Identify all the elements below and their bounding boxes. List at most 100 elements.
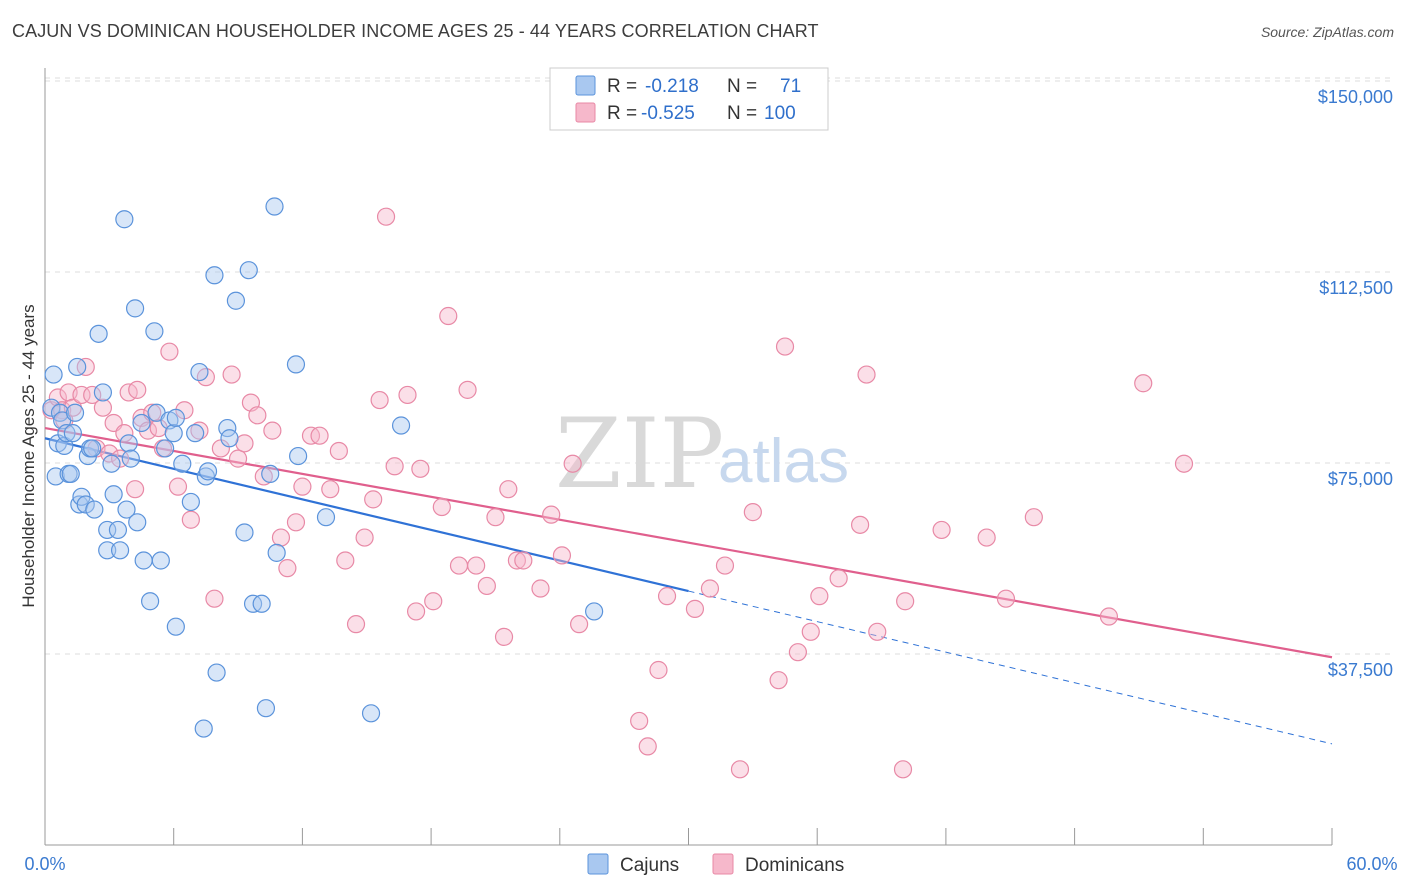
dominican-point (336, 551, 355, 570)
x-tick-label-max: 60.0% (1346, 854, 1397, 874)
cajun-point (110, 541, 130, 560)
dominican-point (355, 528, 374, 547)
cajun-point (98, 541, 117, 560)
dominican-point (424, 592, 443, 611)
cajun-point (267, 543, 286, 562)
dominican-point (996, 589, 1016, 608)
dominican-point (248, 406, 267, 425)
watermark-zip: ZIP (555, 398, 724, 510)
dominican-point (868, 622, 887, 641)
data-points (42, 197, 1194, 779)
y-tick-labels: $37,500 $75,000 $112,500 $150,000 (1318, 87, 1393, 680)
dominican-point (321, 480, 340, 499)
dominican-point (810, 587, 829, 606)
dominican-point (1174, 454, 1194, 473)
cajun-point (83, 439, 102, 458)
cajun-point (134, 551, 153, 570)
dominican-point (72, 385, 91, 405)
legend-r-value-1: -0.218 (645, 76, 699, 97)
watermark-atlas: atlas (718, 427, 849, 496)
dominican-point (563, 454, 582, 473)
cajun-point (65, 403, 85, 422)
dominican-point (449, 556, 469, 575)
x-ticks (173, 828, 1333, 845)
dominican-point (730, 760, 750, 779)
dominican-point (542, 505, 561, 524)
cajun-point (173, 454, 192, 473)
chart-source: Source: ZipAtlas.com (1260, 24, 1394, 40)
series-legend-label-cajuns: Cajuns (620, 855, 679, 876)
cajun-point (115, 210, 134, 229)
cajun-point (207, 663, 226, 682)
dominican-point (293, 477, 312, 496)
cajun-point (128, 513, 147, 532)
dominican-point (1134, 374, 1153, 393)
dominican-point (977, 528, 996, 547)
cajun-point (117, 500, 136, 519)
legend-n-value-1: 71 (780, 76, 801, 97)
dominican-point (138, 421, 158, 440)
dominican-point (406, 602, 426, 621)
dominican-point (531, 579, 550, 598)
dominican-point (439, 306, 458, 326)
cajun-point (89, 324, 108, 343)
dominican-point (896, 592, 915, 611)
cajun-point (164, 424, 183, 443)
dominican-point (205, 589, 224, 608)
legend-r-value-2: -0.525 (641, 103, 695, 124)
dominican-point (263, 421, 282, 440)
cajun-point (68, 357, 87, 377)
y-tick-label: $112,500 (1319, 278, 1393, 298)
cajun-point (391, 416, 411, 435)
dominican-point (235, 434, 254, 453)
cajun-point (186, 424, 205, 443)
cajun-point (239, 261, 258, 280)
cajun-point (286, 355, 306, 374)
dominican-point (278, 559, 297, 578)
dominican-point (685, 599, 705, 618)
legend-swatch-cajuns (575, 75, 596, 96)
legend-r-label-1: R = (607, 76, 637, 97)
dominican-point (385, 457, 404, 476)
cajun-trend-line (44, 437, 689, 593)
legend-r-label-2: R = (607, 103, 637, 124)
y-tick-label: $37,500 (1328, 660, 1393, 680)
dominican-point (125, 480, 145, 499)
y-tick-label: $150,000 (1318, 87, 1393, 107)
cajun-point (104, 485, 123, 504)
cajun-point (166, 617, 185, 636)
cajun-point (585, 602, 604, 621)
dominican-point (715, 556, 735, 575)
cajun-point (181, 492, 200, 512)
cajun-point (132, 413, 151, 433)
dominican-point (115, 424, 134, 443)
dominican-point (432, 497, 451, 517)
dominican-point (168, 477, 188, 496)
dominican-point (329, 441, 348, 461)
dominican-point (370, 390, 389, 410)
legend-swatch-dominicans (575, 102, 596, 123)
dominican-point (857, 365, 876, 384)
cajun-point (220, 429, 239, 448)
y-tick-label: $75,000 (1328, 469, 1393, 489)
dominican-point (499, 480, 518, 499)
dominican-point (788, 643, 807, 662)
cajun-point (76, 495, 95, 514)
cajun-point (108, 520, 128, 540)
cajun-point (190, 362, 209, 382)
dominican-point (570, 615, 589, 634)
dominican-point (743, 503, 762, 522)
y-axis-label: Householder Income Ages 25 - 44 years (19, 304, 38, 607)
dominican-point (286, 513, 306, 532)
cajun-point (44, 365, 63, 384)
dominican-point (638, 737, 657, 756)
dominican-point (346, 615, 366, 634)
cajun-point (256, 699, 276, 718)
cajun-point (235, 523, 254, 542)
legend-n-label-1: N = (727, 76, 757, 97)
chart-title: CAJUN VS DOMINICAN HOUSEHOLDER INCOME AG… (12, 21, 819, 41)
cajun-point (205, 266, 224, 285)
dominican-point (769, 671, 788, 690)
dominican-point (222, 365, 241, 384)
